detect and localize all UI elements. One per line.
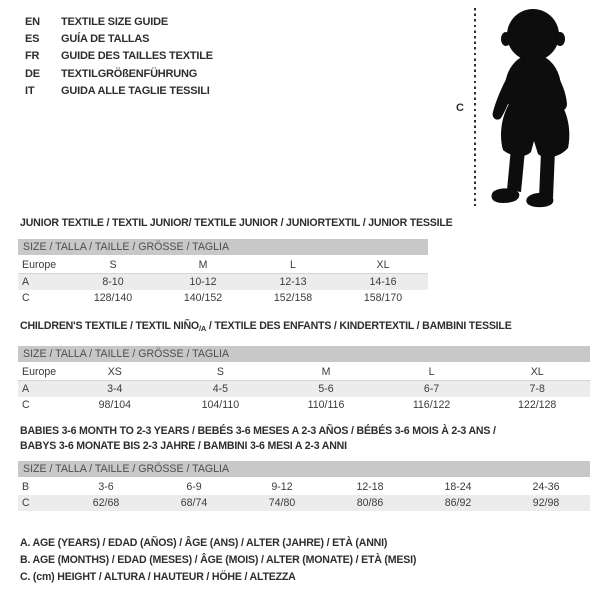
row-label: A [18,273,68,290]
language-title: TEXTILGRÖßENFÜHRUNG [61,67,198,80]
size-cell: 92/98 [502,495,590,511]
baby-silhouette-icon [491,9,570,208]
size-cell: 12-13 [248,273,338,290]
table-row: B 3-6 6-9 9-12 12-18 18-24 24-36 [18,478,590,495]
legend-line-a: A. AGE (YEARS) / EDAD (AÑOS) / ÂGE (ANS)… [20,537,388,549]
size-header-bar: SIZE / TALLA / TAILLE / GRÖSSE / TAGLIA [18,346,590,364]
language-code: EN [25,16,40,28]
size-cell: S [167,363,274,381]
language-code: DE [25,67,40,80]
size-cell: 6-7 [378,380,485,397]
size-cell: 9-12 [271,481,293,493]
size-cell: S [68,256,158,274]
height-measure-label: C [456,102,464,114]
babies-title-line2: BABYS 3-6 MONATE BIS 2-3 JAHRE / BAMBINI… [20,439,347,452]
size-cell: 128/140 [93,292,133,304]
babies-size-table: SIZE / TALLA / TAILLE / GRÖSSE / TAGLIA … [18,461,590,511]
children-section-title: CHILDREN'S TEXTILE / TEXTIL NIÑO/A / TEX… [20,319,512,337]
table-row: A 3-4 4-5 5-6 6-7 7-8 [18,380,590,397]
size-cell: 18-24 [444,481,472,493]
table-row: Europe S M L XL [18,256,428,274]
children-title-part1: CHILDREN'S TEXTILE / TEXTIL NIÑO [20,320,199,332]
language-code: IT [25,84,35,97]
size-cell: 24-36 [532,481,560,493]
table-row: C 62/68 68/74 74/80 80/86 86/92 92/98 [18,495,590,511]
size-cell: 110/116 [307,399,345,411]
size-cell: XL [484,363,590,381]
language-row-fr: FR GUIDE DES TAILLES TEXTILE [25,48,213,65]
row-label: C [22,292,30,304]
size-cell: XL [338,256,428,274]
junior-section-title: JUNIOR TEXTILE / TEXTIL JUNIOR/ TEXTILE … [20,217,453,229]
size-cell: M [158,256,248,274]
size-cell: 6-9 [186,481,202,493]
size-cell: 12-18 [356,481,384,493]
size-cell: 116/122 [412,399,451,411]
size-cell: XS [62,363,168,381]
table-row: A 8-10 10-12 12-13 14-16 [18,273,428,290]
language-row-de: DE TEXTILGRÖßENFÜHRUNG [25,66,213,83]
height-dotted-line [474,8,476,206]
junior-size-table: SIZE / TALLA / TAILLE / GRÖSSE / TAGLIA … [18,239,428,306]
language-title: GUIDA ALLE TAGLIE TESSILI [61,84,210,97]
size-cell: 74/80 [238,495,326,511]
row-label: Europe [18,256,68,274]
size-cell: 152/158 [273,292,313,304]
row-label: B [22,481,30,493]
legend-line-c: C. (cm) HEIGHT / ALTURA / HAUTEUR / HÖHE… [20,571,296,584]
size-header-bar: SIZE / TALLA / TAILLE / GRÖSSE / TAGLIA [18,239,428,257]
baby-figure: C [450,4,598,210]
size-cell: 3-4 [62,380,168,397]
size-cell: 8-10 [68,273,158,290]
size-cell: 98/104 [98,399,131,411]
babies-section-title: BABIES 3-6 MONTH TO 2-3 YEARS / BEBÉS 3-… [20,424,496,453]
size-cell: L [378,363,485,381]
size-cell: 62/68 [62,495,150,511]
size-cell: 158/170 [363,292,403,304]
row-label: C [22,399,30,411]
size-cell: 80/86 [326,495,414,511]
babies-title-line1: BABIES 3-6 MONTH TO 2-3 YEARS / BEBÉS 3-… [20,425,496,437]
size-cell: 68/74 [150,495,238,511]
language-row-it: IT GUIDA ALLE TAGLIE TESSILI [25,83,213,100]
row-label: A [18,380,62,397]
children-size-table: SIZE / TALLA / TAILLE / GRÖSSE / TAGLIA … [18,346,590,413]
measure-legend: A. AGE (YEARS) / EDAD (AÑOS) / ÂGE (ANS)… [20,535,416,587]
size-header-bar: SIZE / TALLA / TAILLE / GRÖSSE / TAGLIA [18,461,590,479]
language-code: ES [25,33,40,46]
size-cell: 4-5 [167,380,274,397]
children-title-subscript: /A [198,324,207,333]
size-cell: 86/92 [414,495,502,511]
language-title: GUIDE DES TAILLES TEXTILE [61,50,213,63]
language-header: EN TEXTILE SIZE GUIDE ES GUÍA DE TALLAS … [25,14,213,100]
language-title: TEXTILE SIZE GUIDE [61,16,169,28]
row-label: C [18,495,62,511]
size-cell: 122/128 [518,399,557,411]
row-label: Europe [18,363,62,381]
table-row: C 128/140 140/152 152/158 158/170 [18,290,428,306]
size-cell: 3-6 [98,481,114,493]
size-cell: L [248,256,338,274]
table-row: C 98/104 104/110 110/116 116/122 122/128 [18,397,590,413]
language-title: GUÍA DE TALLAS [61,33,150,46]
language-row-en: EN TEXTILE SIZE GUIDE [25,14,213,31]
size-cell: 10-12 [158,273,248,290]
size-cell: 7-8 [484,380,590,397]
size-cell: M [273,363,379,381]
table-row: Europe XS S M L XL [18,363,590,381]
legend-line-b: B. AGE (MONTHS) / EDAD (MESES) / ÂGE (MO… [20,554,417,567]
language-code: FR [25,50,40,63]
size-cell: 140/152 [183,292,223,304]
children-title-part2: / TEXTILE DES ENFANTS / KINDERTEXTIL / B… [206,320,512,332]
size-cell: 5-6 [273,380,379,397]
size-cell: 14-16 [338,273,428,290]
size-cell: 104/110 [201,399,240,411]
language-row-es: ES GUÍA DE TALLAS [25,31,213,48]
